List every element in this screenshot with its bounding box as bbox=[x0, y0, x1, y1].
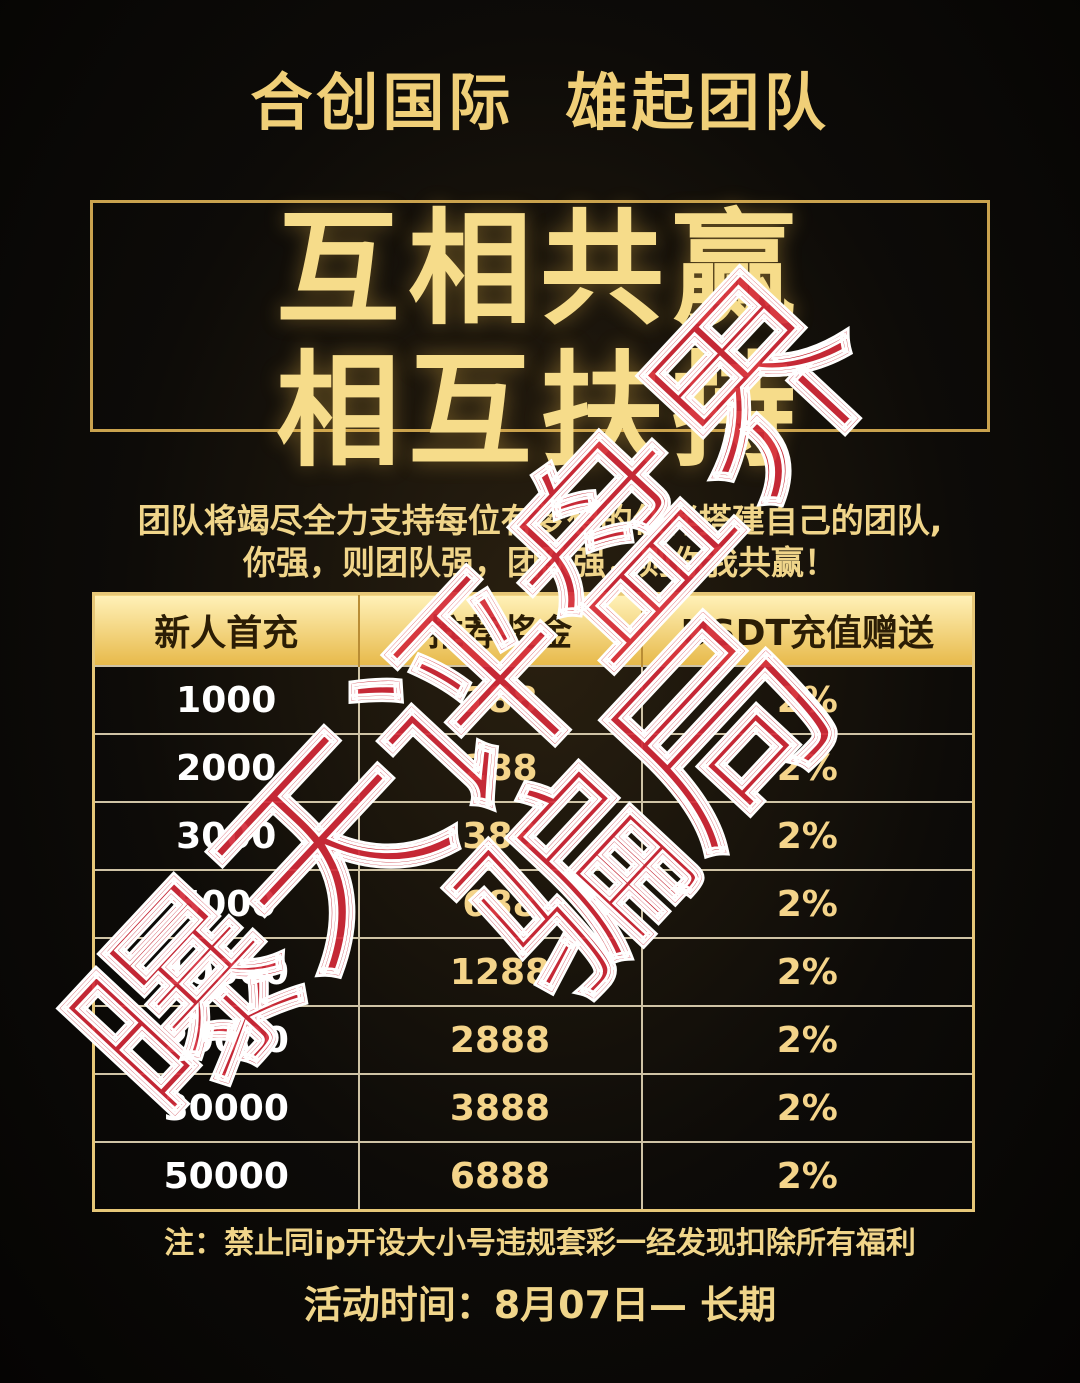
table-cell: 388 bbox=[357, 801, 643, 871]
table-cell: 10000 bbox=[92, 937, 360, 1007]
table-cell: 2% bbox=[640, 869, 975, 939]
column-header: 新人首充 bbox=[93, 593, 360, 666]
table-cell: 2% bbox=[640, 665, 975, 735]
table-cell: 2% bbox=[640, 733, 975, 803]
table-cell: 2888 bbox=[357, 1005, 643, 1075]
column-header: USDT充值赠送 bbox=[641, 593, 975, 666]
table-cell: 688 bbox=[357, 869, 643, 939]
table-row: 20000 2888 2% bbox=[92, 1005, 975, 1075]
table-row: 10000 1288 2% bbox=[92, 937, 975, 1007]
bonus-table: 新人首充 推荐奖金 USDT充值赠送 1000 188 2% 2000 288 2% 3000 3… bbox=[92, 592, 975, 1212]
table-cell: 2000 bbox=[92, 733, 360, 803]
column-header: 推荐奖金 bbox=[358, 593, 643, 666]
table-cell: 5000 bbox=[92, 869, 360, 939]
table-cell: 1000 bbox=[92, 665, 360, 735]
table-cell: 288 bbox=[357, 733, 643, 803]
title-line: 互相共赢 bbox=[275, 198, 804, 342]
activity-time: 活动时间：8月07日— 长期 bbox=[303, 1283, 777, 1327]
table-cell: 2% bbox=[640, 1073, 975, 1143]
table-row: 1000 188 2% bbox=[92, 665, 975, 735]
table-cell: 3888 bbox=[357, 1073, 643, 1143]
title-frame bbox=[90, 200, 990, 432]
table-row: 5000 688 2% bbox=[92, 869, 975, 939]
table-cell: 20000 bbox=[92, 1005, 360, 1075]
table-cell: 3000 bbox=[92, 801, 360, 871]
slogan-line: 团队将竭尽全力支持每位有梦想的伙伴搭建自己的团队, bbox=[137, 501, 943, 540]
table-row: 50000 6888 2% bbox=[92, 1141, 975, 1212]
table-cell: 2% bbox=[640, 801, 975, 871]
table-row: 30000 3888 2% bbox=[92, 1073, 975, 1143]
table-cell: 1288 bbox=[357, 937, 643, 1007]
table-body: 1000 188 2% 2000 288 2% 3000 388 2% 5000 688 2% 1000… bbox=[92, 665, 975, 1212]
table-row: 2000 288 2% bbox=[92, 733, 975, 803]
table-cell: 2% bbox=[640, 1141, 975, 1212]
table-cell: 6888 bbox=[357, 1141, 643, 1212]
table-cell: 2% bbox=[640, 937, 975, 1007]
table-cell: 30000 bbox=[92, 1073, 360, 1143]
table-cell: 50000 bbox=[92, 1141, 360, 1212]
table-cell: 188 bbox=[357, 665, 643, 735]
title-line: 相互扶持 bbox=[275, 340, 804, 484]
note: 注：禁止同ip开设大小号违规套彩一经发现扣除所有福利 bbox=[164, 1226, 916, 1261]
header-row: 新人首充 推荐奖金 USDT充值赠送 bbox=[93, 593, 975, 666]
table-row: 3000 388 2% bbox=[92, 801, 975, 871]
slogan-line: 你强，则团队强，团队强，则你我共赢！ bbox=[243, 543, 837, 582]
subtitle: 合创国际 雄起团队 bbox=[250, 66, 830, 139]
table-cell: 2% bbox=[640, 1005, 975, 1075]
